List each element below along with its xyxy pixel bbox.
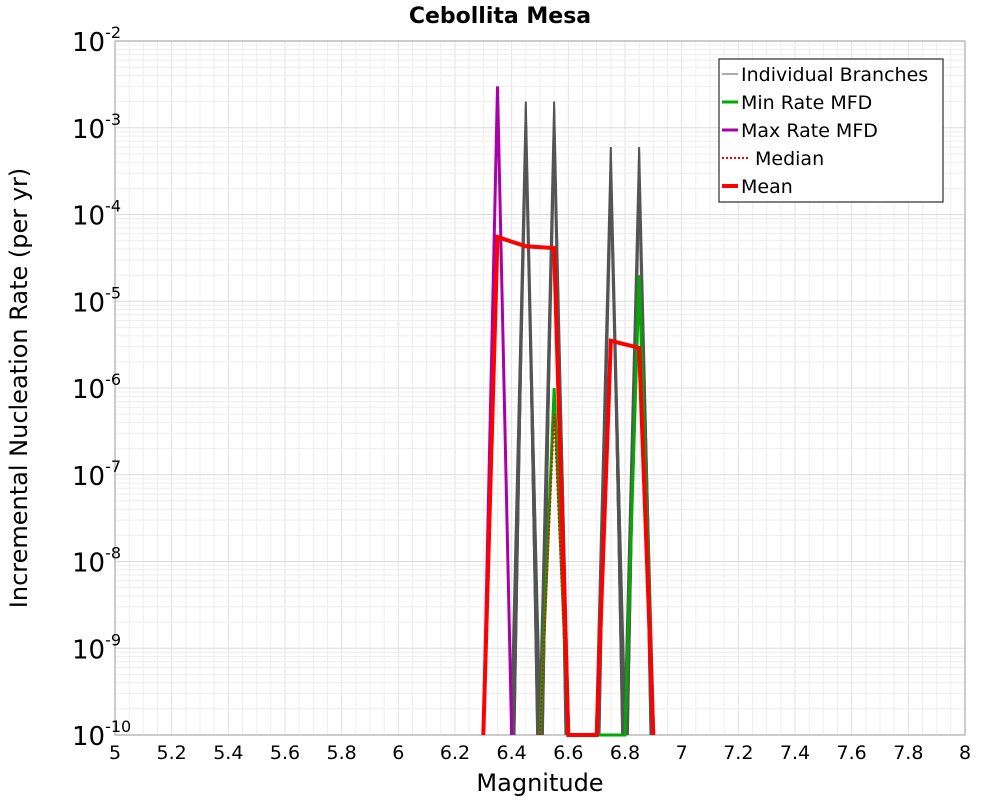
y-tick-label: 10-2 bbox=[72, 23, 121, 58]
y-tick-label: 10-6 bbox=[72, 370, 121, 405]
series-line-median bbox=[539, 414, 570, 736]
chart-title: Cebollita Mesa bbox=[409, 4, 591, 29]
x-tick-label: 6.6 bbox=[553, 742, 583, 764]
x-axis-label: Magnitude bbox=[476, 769, 603, 797]
x-tick-label: 6.4 bbox=[497, 742, 527, 764]
series-lines-group bbox=[481, 86, 656, 737]
legend-label-max-rate: Max Rate MFD bbox=[741, 120, 878, 142]
y-tick-label: 10-9 bbox=[72, 630, 121, 665]
x-tick-label: 6 bbox=[392, 742, 404, 764]
x-tick-label: 7.2 bbox=[723, 742, 753, 764]
x-tick-label: 5.6 bbox=[270, 742, 300, 764]
x-tick-labels: 5 5.2 5.4 5.6 5.8 6 6.2 6.4 6.6 6.8 7 7.2 7.4 7.6 7.8 8 bbox=[109, 742, 971, 764]
legend-label-min-rate: Min Rate MFD bbox=[741, 92, 872, 114]
legend-box bbox=[718, 58, 944, 203]
y-tick-label: 10-5 bbox=[72, 283, 121, 318]
legend: Individual Branches Min Rate MFD Max Rat… bbox=[718, 58, 944, 203]
y-tick-label: 10-4 bbox=[72, 197, 121, 232]
y-tick-label: 10-8 bbox=[72, 544, 121, 579]
branch-line bbox=[512, 140, 542, 736]
x-tick-label: 8 bbox=[959, 742, 971, 764]
x-tick-label: 5.4 bbox=[213, 742, 243, 764]
series-line-mean bbox=[481, 234, 656, 737]
x-tick-label: 5.8 bbox=[327, 742, 357, 764]
x-tick-label: 5 bbox=[109, 742, 121, 764]
x-tick-label: 5.2 bbox=[157, 742, 187, 764]
x-tick-label: 6.8 bbox=[610, 742, 640, 764]
grid bbox=[114, 41, 966, 736]
y-tick-label: 10-7 bbox=[72, 457, 121, 492]
y-axis-label: Incremental Nucleation Rate (per yr) bbox=[5, 168, 33, 608]
x-tick-label: 7.8 bbox=[893, 742, 923, 764]
legend-label-median: Median bbox=[755, 148, 824, 170]
y-tick-label: 10-10 bbox=[72, 717, 131, 752]
x-tick-label: 7.4 bbox=[780, 742, 810, 764]
x-tick-label: 6.2 bbox=[440, 742, 470, 764]
x-tick-label: 7.6 bbox=[837, 742, 867, 764]
legend-label-mean: Mean bbox=[741, 176, 793, 198]
y-tick-label: 10-3 bbox=[72, 110, 121, 145]
x-tick-label: 7 bbox=[676, 742, 688, 764]
y-tick-labels: 10-10 10-9 10-8 10-7 10-6 10-5 10-4 10-3 10-2 bbox=[72, 23, 131, 752]
legend-label-individual-branches: Individual Branches bbox=[741, 64, 928, 86]
